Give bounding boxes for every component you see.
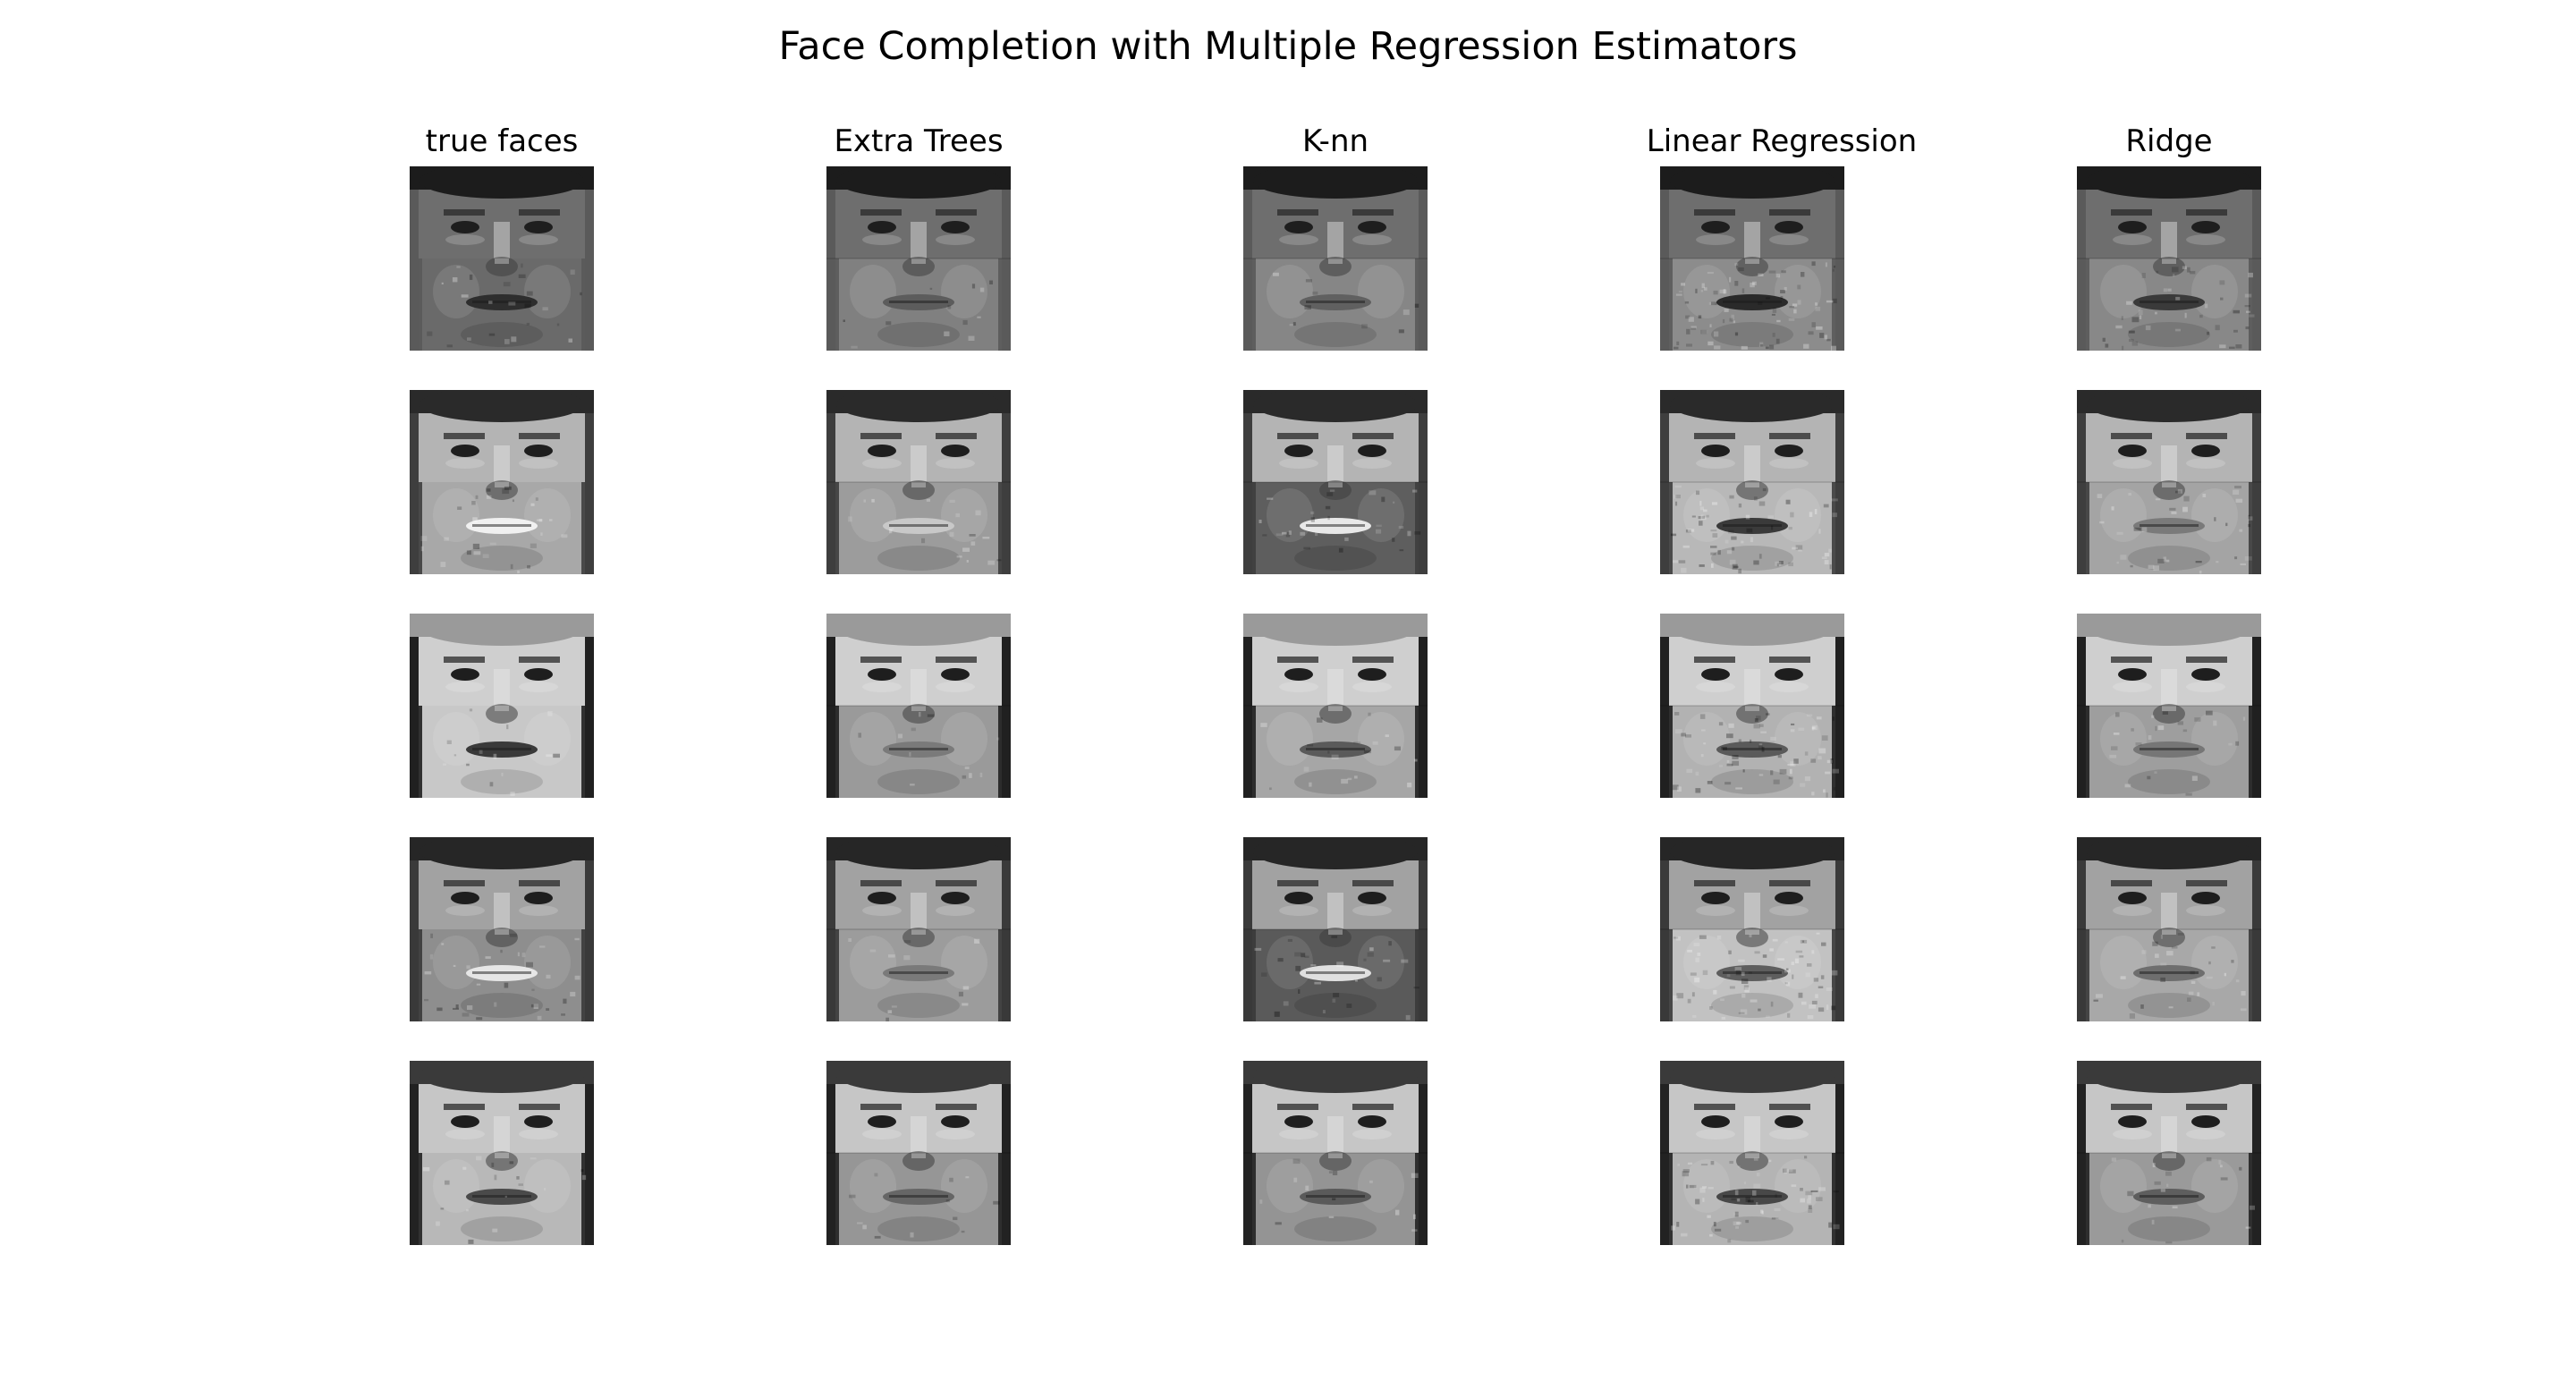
face-image-lr-row-2 (1660, 390, 1844, 574)
face-image-lr-row-1 (1660, 166, 1844, 351)
face-image-lr-row-4 (1660, 837, 1844, 1021)
face-image-knn-row-5 (1243, 1061, 1428, 1245)
column-title-knn: K-nn (1301, 123, 1369, 159)
face-image-knn-row-4 (1243, 837, 1428, 1021)
face-image-ridge-row-1 (2077, 166, 2261, 351)
face-image-true-row-4 (410, 837, 594, 1021)
face-image-true-row-3 (410, 614, 594, 798)
face-image-true-row-5 (410, 1061, 594, 1245)
face-image-et-row-4 (826, 837, 1011, 1021)
face-image-et-row-2 (826, 390, 1011, 574)
column-title-ridge: Ridge (2125, 123, 2213, 159)
face-image-knn-row-1 (1243, 166, 1428, 351)
column-title-linear-regression: Linear Regression (1646, 123, 1918, 159)
face-image-lr-row-3 (1660, 614, 1844, 798)
face-image-ridge-row-4 (2077, 837, 2261, 1021)
face-image-ridge-row-5 (2077, 1061, 2261, 1245)
face-image-true-row-1 (410, 166, 594, 351)
face-image-ridge-row-2 (2077, 390, 2261, 574)
face-image-true-row-2 (410, 390, 594, 574)
face-image-et-row-1 (826, 166, 1011, 351)
face-image-et-row-5 (826, 1061, 1011, 1245)
figure-title: Face Completion with Multiple Regression… (778, 24, 1798, 69)
face-image-knn-row-3 (1243, 614, 1428, 798)
face-image-et-row-3 (826, 614, 1011, 798)
face-image-knn-row-2 (1243, 390, 1428, 574)
column-title-true-faces: true faces (425, 123, 579, 159)
column-title-extra-trees: Extra Trees (834, 123, 1004, 159)
face-image-lr-row-5 (1660, 1061, 1844, 1245)
face-image-ridge-row-3 (2077, 614, 2261, 798)
